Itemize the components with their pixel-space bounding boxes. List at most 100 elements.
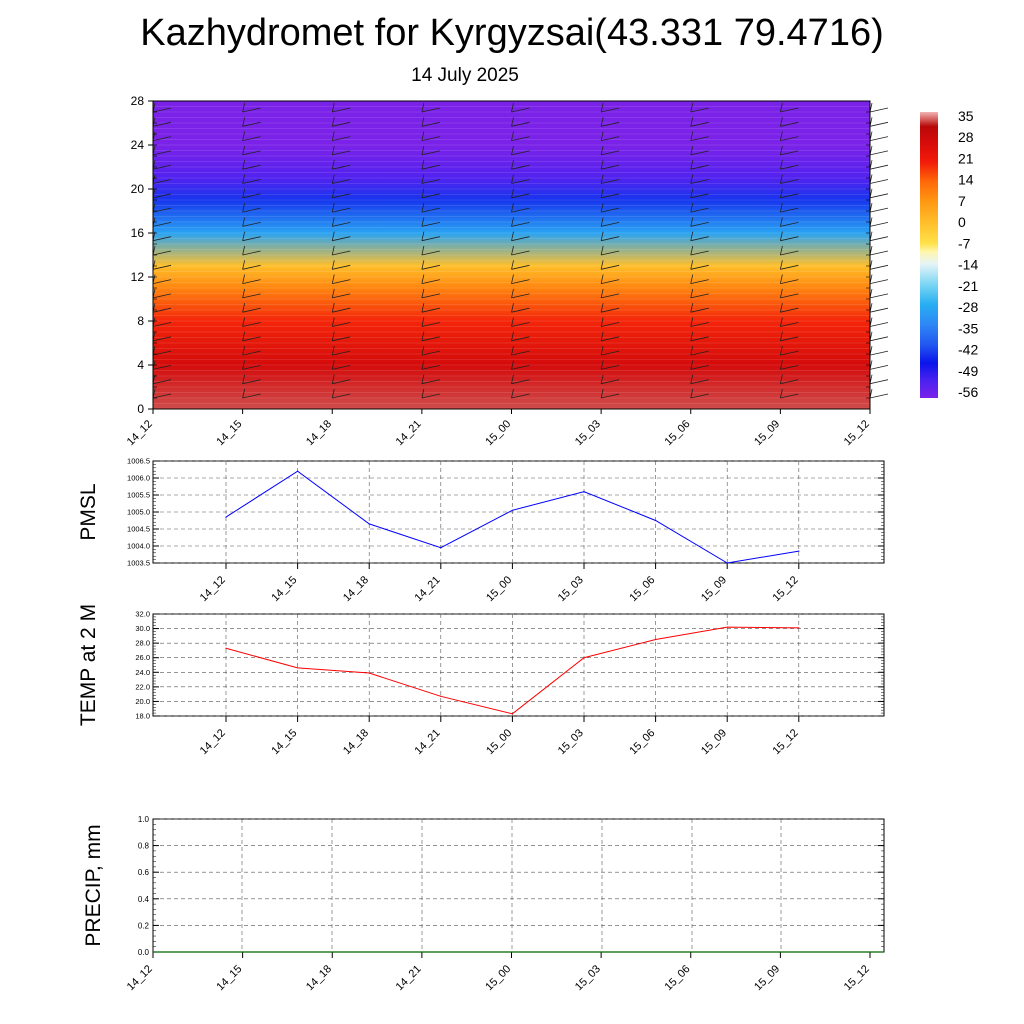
colorbar-label: -35 — [958, 320, 978, 336]
wind-barb-flag — [242, 160, 246, 170]
wind-barb — [601, 207, 620, 213]
wind-barb — [780, 307, 799, 313]
wind-barb-flag — [779, 245, 783, 256]
wind-barb — [690, 393, 709, 399]
wind-barb — [869, 150, 889, 156]
wind-barb — [511, 136, 530, 141]
y-axis-label: PMSL — [77, 483, 100, 540]
x-tick-label: 15_00 — [484, 727, 514, 757]
wind-barb-flag — [511, 374, 514, 384]
wind-barb — [869, 293, 889, 299]
data-point — [297, 470, 299, 472]
wind-barb — [780, 379, 799, 385]
wind-barb — [601, 164, 620, 170]
wind-barb — [511, 179, 530, 184]
wind-barb — [601, 336, 620, 342]
wind-barb — [242, 379, 261, 385]
wind-barb — [601, 264, 620, 270]
wind-barb — [152, 236, 172, 242]
data-point — [798, 550, 800, 552]
wind-barb — [421, 222, 440, 227]
wind-barb — [421, 193, 440, 199]
wind-barb — [152, 164, 172, 170]
wind-barb-flag — [242, 145, 246, 155]
x-tick-label: 15_09 — [699, 727, 729, 757]
x-tick-label: 14_15 — [214, 418, 244, 448]
wind-barb — [242, 236, 261, 242]
wind-barb-flag — [331, 274, 335, 284]
wind-barb-flag — [331, 388, 335, 399]
data-point — [583, 657, 585, 659]
data-point — [726, 562, 728, 564]
wind-barb — [152, 193, 172, 199]
wind-barb-flag — [331, 346, 335, 356]
y-axis-label: PRECIP, mm — [82, 824, 105, 946]
wind-barb — [601, 279, 620, 284]
x-tick-label: 15_03 — [556, 727, 586, 757]
wind-barb-flag — [779, 260, 783, 270]
wind-barb-flag — [242, 203, 246, 213]
wind-barb-flag — [690, 317, 694, 327]
wind-barb-flag — [421, 317, 425, 327]
wind-barb-flag — [331, 131, 335, 141]
wind-barb-flag — [600, 331, 604, 341]
wind-barb-flag — [511, 303, 514, 313]
wind-barb — [690, 336, 709, 342]
wind-barb-flag — [779, 288, 783, 298]
wind-barb-flag — [690, 217, 694, 227]
x-tick-label: 14_12 — [198, 727, 228, 757]
wind-barb-flag — [690, 346, 694, 356]
wind-barb-flag — [690, 331, 694, 341]
wind-barb — [242, 107, 261, 113]
wind-barb — [152, 393, 172, 399]
colorbar-label: 35 — [958, 108, 974, 124]
wind-barb-flag — [242, 331, 246, 341]
data-point — [798, 627, 800, 629]
wind-barb-flag — [331, 188, 335, 198]
wind-barb-flag — [511, 174, 514, 184]
wind-barb-flag — [421, 145, 425, 155]
wind-barb-flag — [242, 303, 246, 313]
wind-barb-flag — [331, 117, 335, 127]
x-tick-label: 15_03 — [573, 418, 603, 448]
wind-barb — [780, 279, 799, 284]
wind-barb — [869, 393, 889, 399]
wind-barb-flag — [779, 317, 783, 327]
wind-barb — [242, 121, 261, 127]
wind-barb-flag — [779, 217, 783, 227]
wind-barb-flag — [242, 102, 246, 113]
wind-barb — [601, 222, 620, 227]
wind-barb — [601, 179, 620, 184]
wind-barb — [152, 264, 172, 270]
wind-barb — [152, 293, 172, 299]
x-tick-label: 14_12 — [125, 963, 155, 993]
wind-barb-flag — [242, 288, 246, 298]
colorbar-label: 14 — [958, 172, 974, 188]
data-point — [225, 516, 227, 518]
wind-barb — [690, 179, 709, 184]
colorbar-label: 21 — [958, 150, 974, 166]
data-point — [583, 491, 585, 493]
wind-barb — [869, 250, 889, 256]
wind-barb — [242, 322, 261, 327]
wind-barb — [242, 207, 261, 213]
wind-barb — [421, 393, 440, 399]
wind-barb-flag — [242, 188, 246, 198]
wind-barb — [601, 307, 620, 313]
wind-barb — [511, 393, 530, 399]
wind-barb — [332, 293, 351, 299]
x-tick-label: 15_12 — [771, 727, 801, 757]
y-tick-label: 28 — [131, 94, 145, 108]
wind-barb — [152, 222, 172, 227]
wind-barb-flag — [779, 203, 783, 213]
x-tick-label: 15_09 — [752, 418, 782, 448]
wind-barb-flag — [690, 117, 694, 127]
wind-barb — [869, 107, 889, 113]
wind-barb-flag — [421, 388, 425, 399]
wind-barb — [421, 179, 440, 184]
wind-barb — [332, 336, 351, 342]
wind-barb-flag — [242, 360, 246, 370]
wind-barb — [869, 365, 889, 370]
y-tick-label: 1.0 — [138, 815, 150, 824]
